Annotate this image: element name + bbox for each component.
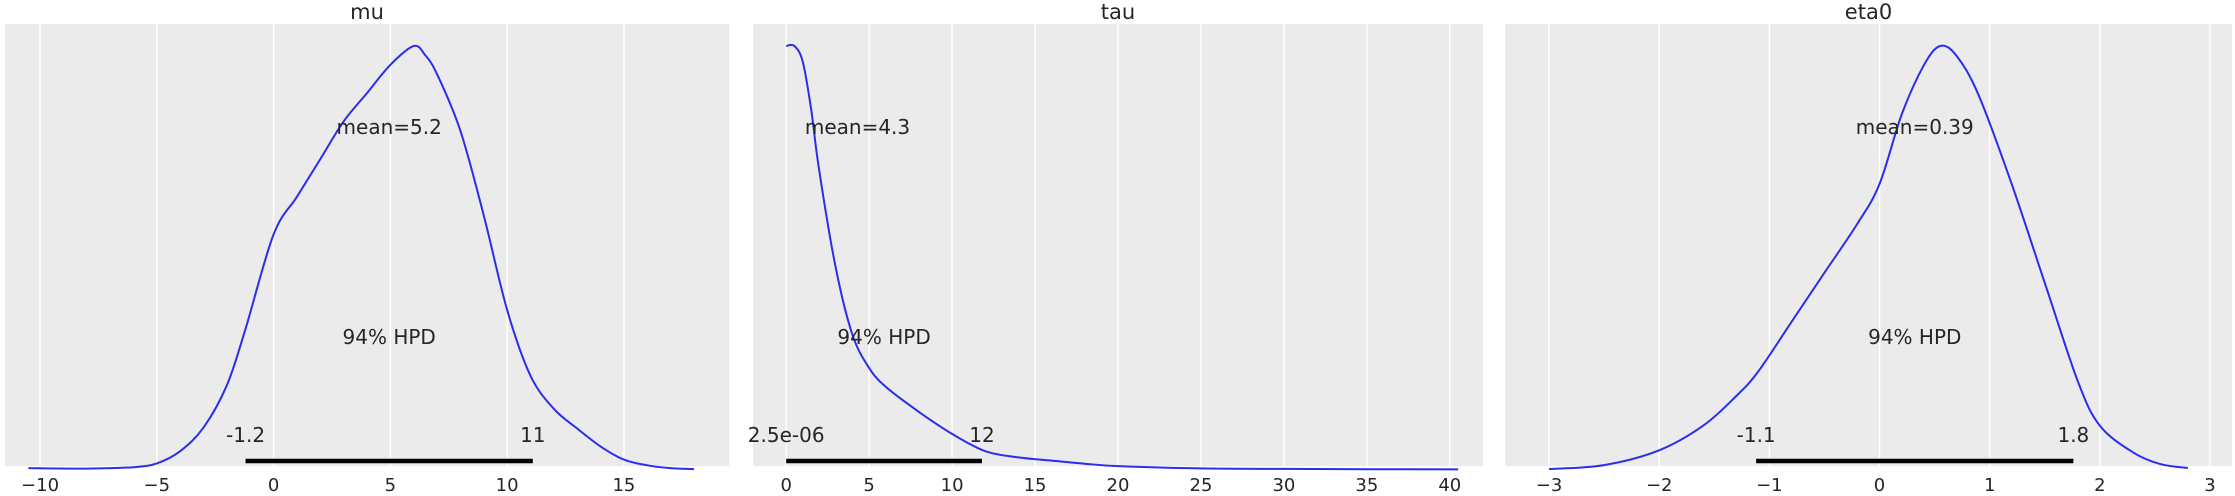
x-tick-label: 10	[941, 475, 964, 496]
x-tick-label: 1	[1984, 475, 1995, 496]
mean-label: mean=5.2	[337, 115, 442, 139]
panel-mu: mu mean=5.2 94% HPD -1.2 11 −10 −5 0 5 10 15	[5, 0, 729, 496]
hpd-high-label: 12	[969, 423, 994, 447]
x-tick-label: −5	[144, 475, 171, 496]
mean-label: mean=0.39	[1856, 115, 1974, 139]
panel-tau: tau mean=4.3 94% HPD 2.5e-06 12 0 5 10 15 20 25 30 3…	[748, 0, 1483, 496]
hpd-low-label: -1.2	[226, 423, 265, 447]
plot-background	[1505, 24, 2232, 466]
hpd-low-label: 2.5e-06	[748, 423, 825, 447]
x-tick-label: 0	[780, 475, 791, 496]
panel-eta0: eta0 mean=0.39 94% HPD -1.1 1.8 −3 −2 −1 0 1 2 3	[1505, 0, 2232, 496]
x-tick-label: −3	[1536, 475, 1563, 496]
hpd-label: 94% HPD	[1868, 325, 1961, 349]
x-tick-label: −10	[21, 475, 59, 496]
hpd-label: 94% HPD	[343, 325, 436, 349]
x-tick-label: 5	[863, 475, 874, 496]
hpd-low-label: -1.1	[1737, 423, 1776, 447]
x-tick-label: 5	[385, 475, 396, 496]
x-tick-label: 3	[2204, 475, 2215, 496]
hpd-high-label: 11	[520, 423, 545, 447]
x-tick-label: 0	[1874, 475, 1885, 496]
x-tick-label: 15	[612, 475, 635, 496]
panel-title: eta0	[1845, 0, 1892, 24]
x-tick-label: 10	[496, 475, 519, 496]
density-line	[786, 43, 1459, 471]
x-tick-label: 20	[1107, 475, 1130, 496]
mean-label: mean=4.3	[805, 115, 910, 139]
plot-background	[5, 24, 729, 466]
x-tick-label: 40	[1438, 475, 1461, 496]
hpd-label: 94% HPD	[837, 325, 930, 349]
x-tick-label: 35	[1355, 475, 1378, 496]
x-tick-label: −1	[1756, 475, 1783, 496]
x-tick-label: 15	[1024, 475, 1047, 496]
x-tick-label: −2	[1646, 475, 1673, 496]
hpd-high-label: 1.8	[2057, 423, 2089, 447]
panel-title: tau	[1101, 0, 1135, 24]
density-line	[1549, 44, 2189, 470]
x-tick-label: 25	[1190, 475, 1213, 496]
density-line	[28, 44, 695, 471]
x-tick-label: 30	[1272, 475, 1295, 496]
panel-title: mu	[350, 0, 384, 24]
x-tick-label: 0	[268, 475, 279, 496]
x-tick-label: 2	[2094, 475, 2105, 496]
